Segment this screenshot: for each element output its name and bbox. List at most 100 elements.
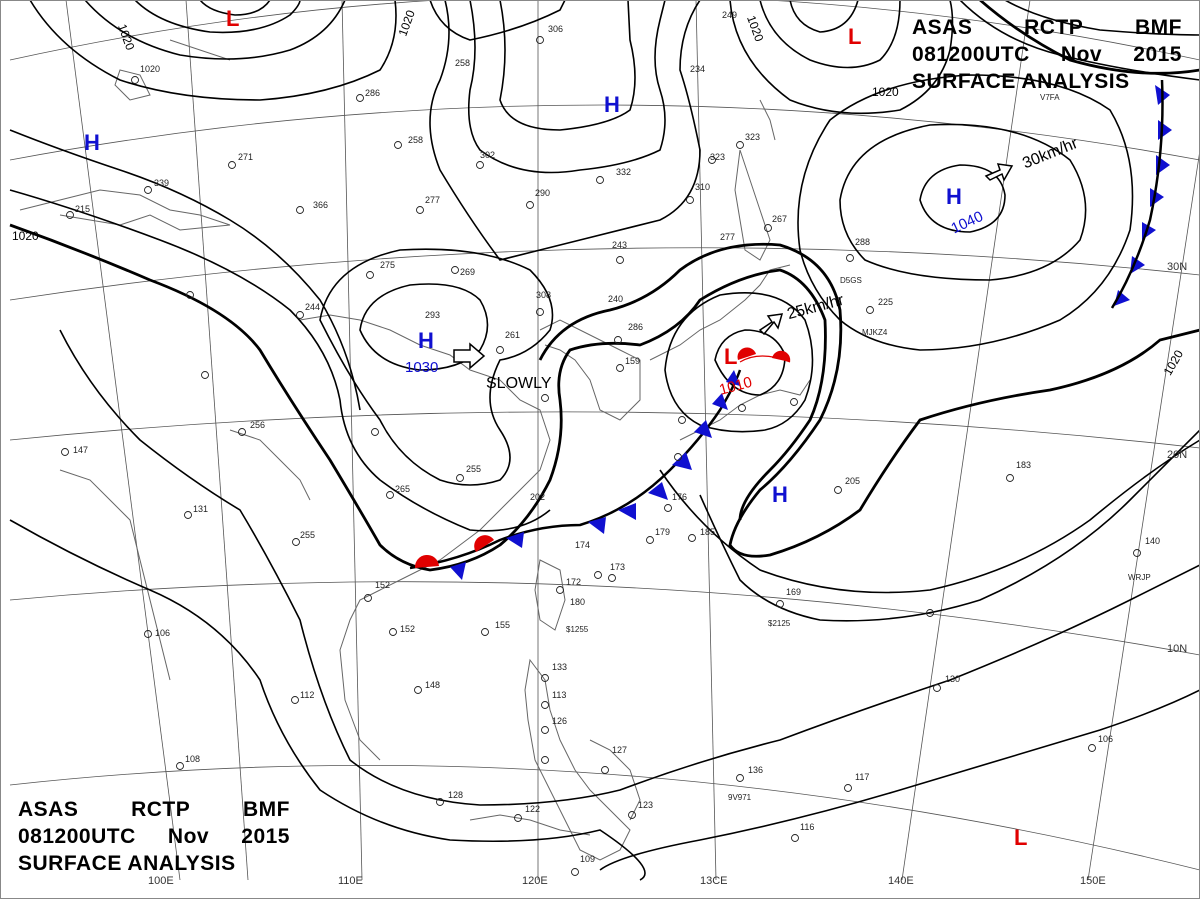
isobars <box>9 0 1200 881</box>
svg-text:308: 308 <box>536 290 551 300</box>
product-name: SURFACE ANALYSIS <box>18 852 236 875</box>
high-center-label: H <box>946 184 962 209</box>
station-code: D5GS <box>840 276 862 285</box>
svg-text:240: 240 <box>608 294 623 304</box>
station-codes: V7FA D5GS MJKZ4 WRJP 9V971 $2125 $1255 <box>566 93 1151 802</box>
svg-text:234: 234 <box>690 64 705 74</box>
station-code: $1255 <box>566 625 589 634</box>
svg-text:140: 140 <box>1145 536 1160 546</box>
svg-text:159: 159 <box>625 356 640 366</box>
svg-text:244: 244 <box>305 302 320 312</box>
svg-text:290: 290 <box>535 188 550 198</box>
title-line-1: ASAS RCTP BMF <box>912 14 1182 41</box>
svg-text:174: 174 <box>575 540 590 550</box>
valid-year: 2015 <box>241 825 290 848</box>
svg-text:267: 267 <box>772 214 787 224</box>
svg-text:172: 172 <box>566 577 581 587</box>
svg-text:109: 109 <box>580 854 595 864</box>
svg-text:185: 185 <box>700 527 715 537</box>
svg-text:176: 176 <box>672 492 687 502</box>
valid-time: 081200UTC <box>912 43 1030 66</box>
svg-text:302: 302 <box>480 150 495 160</box>
svg-text:215: 215 <box>75 204 90 214</box>
product-code: BMF <box>243 798 290 821</box>
longitude-label: 100E <box>148 875 174 887</box>
low-center-label: L <box>1014 825 1027 850</box>
product-code: BMF <box>1135 16 1182 39</box>
low-center-label: L <box>226 6 239 31</box>
svg-text:152: 152 <box>400 624 415 634</box>
svg-text:293: 293 <box>425 310 440 320</box>
svg-text:249: 249 <box>722 10 737 20</box>
svg-text:128: 128 <box>448 790 463 800</box>
high-center-value: 1030 <box>405 359 438 376</box>
svg-text:169: 169 <box>786 587 801 597</box>
title-line-1: ASAS RCTP BMF <box>18 796 290 823</box>
svg-text:277: 277 <box>425 195 440 205</box>
latitude-label: 20N <box>1167 449 1187 461</box>
station-code: V7FA <box>1040 93 1060 102</box>
svg-text:366: 366 <box>313 200 328 210</box>
fronts <box>409 79 1172 580</box>
svg-text:1020: 1020 <box>140 64 160 74</box>
station-code: $2125 <box>768 619 791 628</box>
svg-text:258: 258 <box>455 58 470 68</box>
station-numbers: 1020 306 302 366 339 215 271 275 269 308 243 31… <box>73 10 1160 864</box>
svg-text:108: 108 <box>185 754 200 764</box>
svg-text:310: 310 <box>695 182 710 192</box>
svg-text:117: 117 <box>855 772 869 782</box>
svg-text:136: 136 <box>748 765 763 775</box>
high-center-label: H <box>604 92 620 117</box>
high-center-label: H <box>418 328 434 353</box>
svg-text:113: 113 <box>552 690 566 700</box>
map-title-bottom: ASAS RCTP BMF 081200UTC Nov 2015 SURFACE… <box>18 796 290 877</box>
svg-text:106: 106 <box>1098 734 1113 744</box>
svg-text:243: 243 <box>612 240 627 250</box>
title-line-3: SURFACE ANALYSIS <box>912 68 1182 95</box>
svg-text:126: 126 <box>552 716 567 726</box>
motion-label: SLOWLY <box>486 375 552 392</box>
svg-text:265: 265 <box>395 484 410 494</box>
svg-text:286: 286 <box>365 88 380 98</box>
svg-text:148: 148 <box>425 680 440 690</box>
station-code: 9V971 <box>728 793 752 802</box>
svg-text:147: 147 <box>73 445 88 455</box>
agency-code: ASAS <box>912 16 973 39</box>
valid-month: Nov <box>1060 43 1103 66</box>
svg-text:131: 131 <box>193 504 208 514</box>
longitude-label: 140E <box>888 875 914 887</box>
stationary-front-line <box>409 369 742 570</box>
svg-text:106: 106 <box>155 628 170 638</box>
svg-text:323: 323 <box>710 152 725 162</box>
graticule-labels: 100E 110E 120E 13CE 140E 150E 30N 20N 10… <box>148 261 1187 887</box>
svg-text:205: 205 <box>845 476 860 486</box>
motion-arrows <box>453 163 1014 370</box>
svg-text:256: 256 <box>250 420 265 430</box>
station-code: MJKZ4 <box>862 328 888 337</box>
svg-text:155: 155 <box>495 620 510 630</box>
latitude-label: 30N <box>1167 261 1187 273</box>
svg-text:173: 173 <box>610 562 625 572</box>
longitude-label: 110E <box>338 875 363 887</box>
isobar-label: 1020 <box>12 229 39 243</box>
low-center-label: L <box>848 24 861 49</box>
svg-text:332: 332 <box>616 167 631 177</box>
svg-text:130: 130 <box>945 674 960 684</box>
svg-text:255: 255 <box>300 530 315 540</box>
svg-text:269: 269 <box>460 267 475 277</box>
svg-text:127: 127 <box>612 745 627 755</box>
svg-text:179: 179 <box>655 527 670 537</box>
map-title-top: ASAS RCTP BMF 081200UTC Nov 2015 SURFACE… <box>912 14 1182 95</box>
agency-code: ASAS <box>18 798 79 821</box>
product-name: SURFACE ANALYSIS <box>912 70 1130 93</box>
svg-text:133: 133 <box>552 662 567 672</box>
latitude-label: 10N <box>1167 643 1187 655</box>
svg-text:122: 122 <box>525 804 540 814</box>
svg-text:152: 152 <box>375 580 390 590</box>
svg-text:323: 323 <box>745 132 760 142</box>
valid-time: 081200UTC <box>18 825 136 848</box>
svg-text:183: 183 <box>1016 460 1031 470</box>
svg-text:306: 306 <box>548 24 563 34</box>
svg-text:339: 339 <box>154 178 169 188</box>
